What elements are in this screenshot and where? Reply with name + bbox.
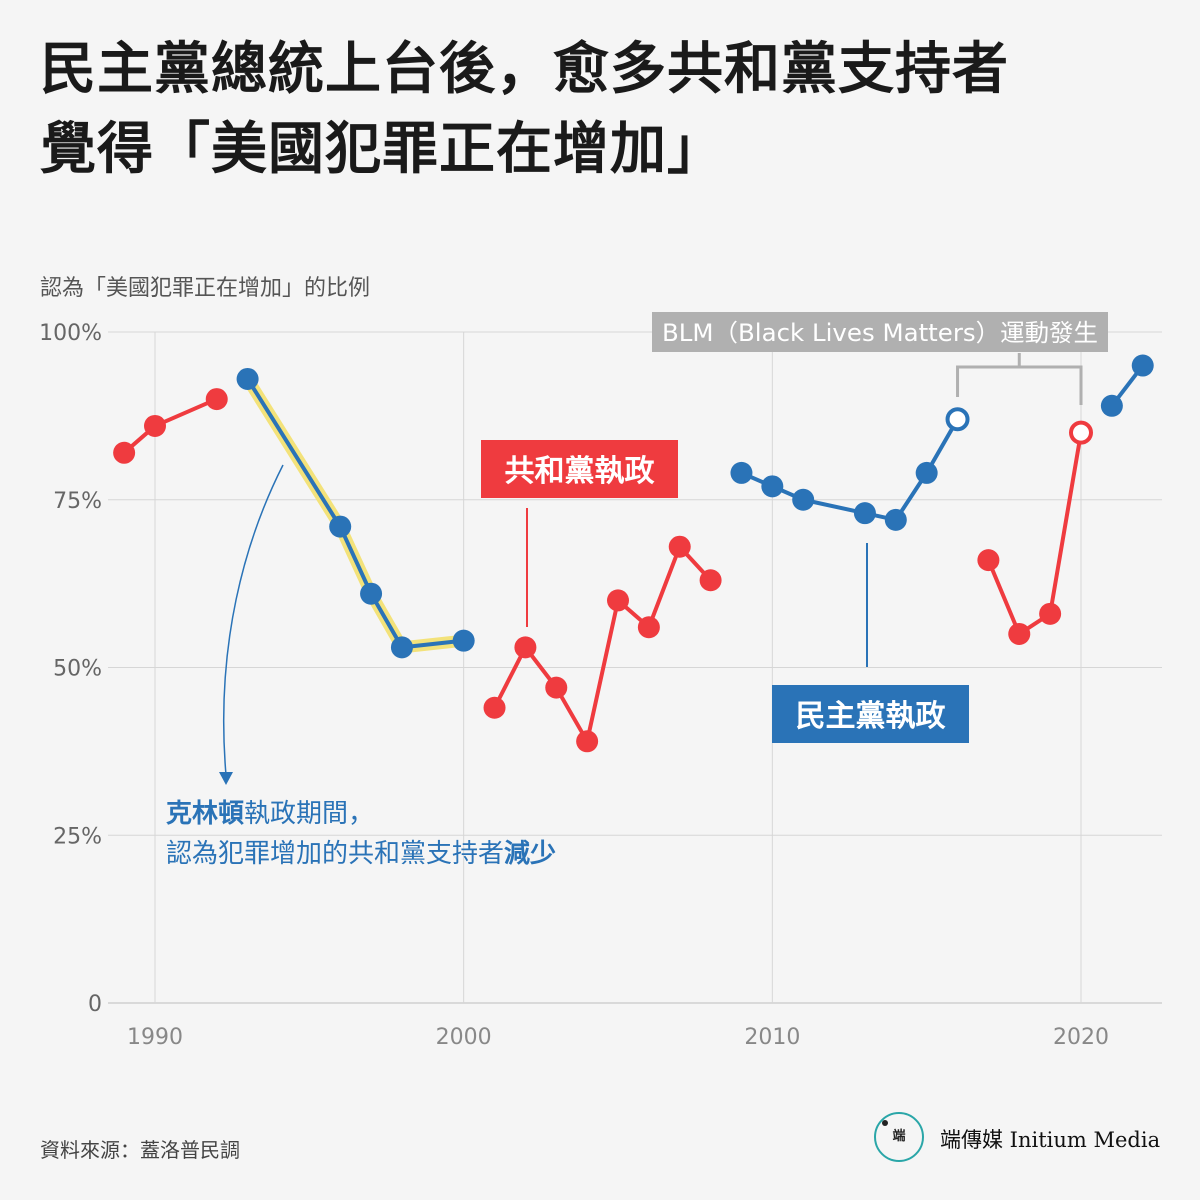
y-tick-label: 100% <box>39 321 102 346</box>
highlight-band <box>241 372 470 654</box>
y-axis-title: 認為「美國犯罪正在增加」的比例 <box>40 276 371 301</box>
x-tick-label: 1990 <box>127 1025 183 1050</box>
democrat-label: 民主黨執政 <box>796 699 946 734</box>
democrat-point-open <box>945 407 970 432</box>
democrat-point <box>1131 354 1154 377</box>
clinton-arrow <box>223 464 284 776</box>
democrat-point <box>390 636 413 659</box>
democrat-point <box>452 629 475 652</box>
republican-label-box <box>481 440 678 498</box>
republican-point-open <box>1069 420 1093 445</box>
series-layer <box>113 354 1154 753</box>
x-tick-label: 2010 <box>744 1025 800 1050</box>
democrat-point <box>236 367 259 390</box>
democrat-point <box>853 502 876 525</box>
brand-logo: 端 端傳媒 Initium Media <box>874 1112 1174 1168</box>
grid-layer: 0 25% 50% 75% 100% 1990 2000 2010 2020 <box>39 321 1162 1050</box>
democrat-point <box>360 582 383 605</box>
chart-title: 民主黨總統上台後，愈多共和黨支持者 覺得「美國犯罪正在增加」 <box>40 30 1170 190</box>
republican-point <box>113 441 136 464</box>
title-line-2: 覺得「美國犯罪正在增加」 <box>40 117 724 182</box>
blm-label-box <box>652 312 1108 352</box>
y-tick-label: 50% <box>53 657 102 682</box>
republican-point <box>699 569 722 592</box>
democrat-point <box>761 475 784 498</box>
clinton-note-bold-2: 減少 <box>504 839 556 869</box>
source-note: 資料來源：蓋洛普民調 <box>40 1138 240 1162</box>
x-tick-label: 2000 <box>436 1025 492 1050</box>
republican-point <box>205 388 228 411</box>
republican-point <box>576 730 599 753</box>
y-tick-label: 75% <box>53 489 102 514</box>
clinton-note-line-2: 認為犯罪增加的共和黨支持者減少 <box>166 839 556 869</box>
republican-point <box>1008 622 1031 645</box>
democrat-point <box>329 515 352 538</box>
logo-mark: 端 <box>892 1129 906 1144</box>
republican-point <box>637 616 660 639</box>
democrat-point <box>1100 394 1123 417</box>
x-tick-label: 2020 <box>1053 1025 1109 1050</box>
republican-point <box>1039 602 1062 625</box>
y-tick-label: 25% <box>53 824 102 849</box>
clinton-arrowhead <box>219 772 233 785</box>
republican-point <box>977 549 1000 572</box>
y-tick-label: 0 <box>88 992 102 1017</box>
democrat-point <box>730 461 753 484</box>
logo-icon: 端 <box>874 1112 924 1162</box>
clinton-note-bold-1: 克林頓 <box>166 799 244 829</box>
republican-series-line <box>122 397 218 455</box>
republican-label: 共和黨執政 <box>505 454 655 489</box>
clinton-note-line-1: 克林頓執政期間， <box>166 799 374 829</box>
label-layer: 克林頓執政期間， 認為犯罪增加的共和黨支持者減少 <box>166 799 556 869</box>
title-line-1: 民主黨總統上台後，愈多共和黨支持者 <box>40 37 1009 102</box>
republican-point <box>514 636 537 659</box>
republican-point <box>144 414 166 437</box>
democrat-point <box>915 461 938 484</box>
democrat-label-box <box>772 685 969 743</box>
blm-bracket <box>956 353 1083 405</box>
republican-point <box>545 676 568 699</box>
blm-label: BLM（Black Lives Matters）運動發生 <box>662 319 1098 347</box>
republican-point <box>483 696 506 719</box>
democrat-series-line <box>245 377 464 650</box>
line-chart: 0 25% 50% 75% 100% 1990 2000 2010 2020 BLM（Black… <box>39 312 1162 1050</box>
republican-series-line <box>986 432 1083 636</box>
republican-point <box>668 535 691 558</box>
clinton-note-text-2: 認為犯罪增加的共和黨支持者 <box>166 839 504 869</box>
democrat-point <box>884 508 907 531</box>
republican-point <box>607 589 629 612</box>
democrat-point <box>792 488 815 511</box>
logo-dot <box>882 1120 888 1126</box>
clinton-note-text-1: 執政期間， <box>244 799 374 829</box>
brand-name: 端傳媒 Initium Media <box>940 1128 1161 1152</box>
